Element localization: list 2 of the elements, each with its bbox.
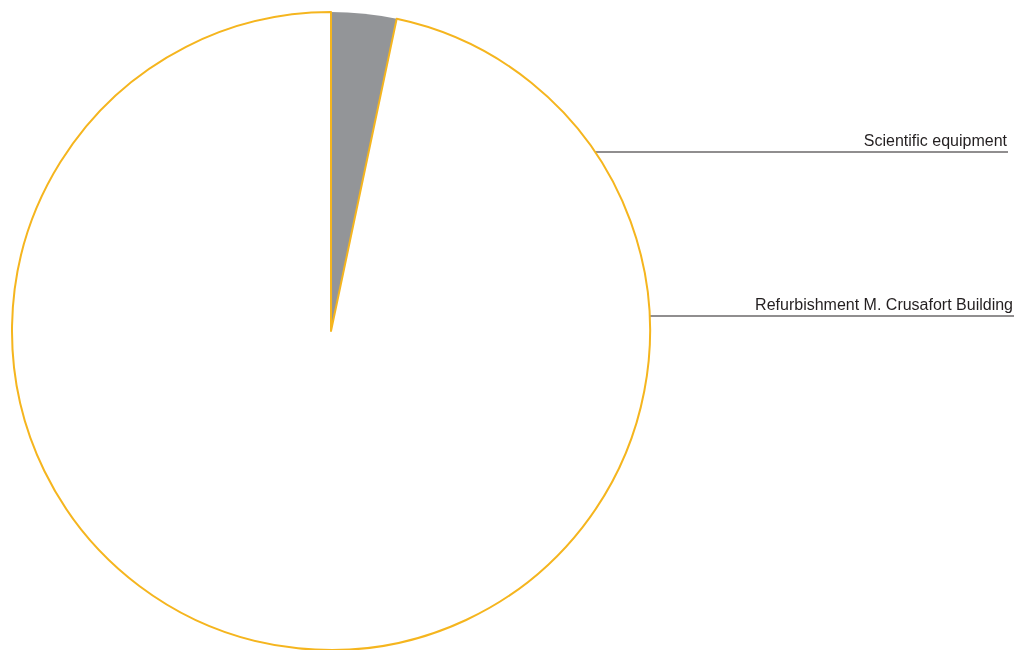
slice-label: Refurbishment M. Crusafort Building [755,295,1013,313]
slice-label: Scientific equipment [863,131,1008,149]
